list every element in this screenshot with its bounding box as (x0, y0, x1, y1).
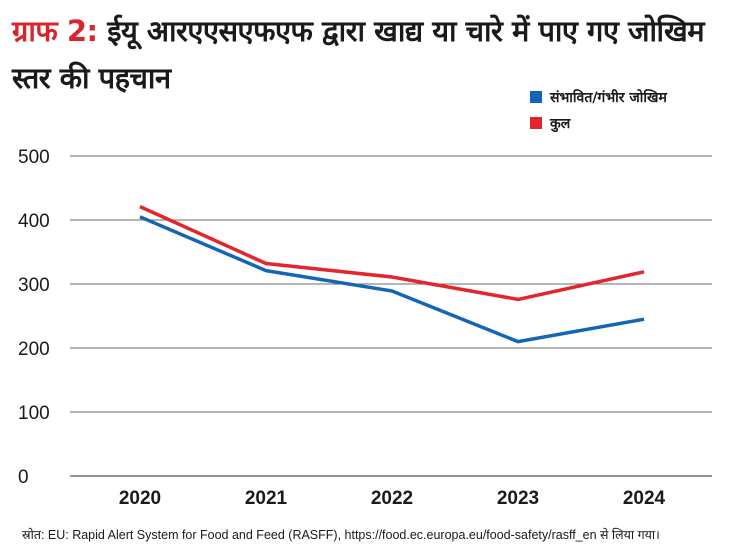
legend-item-total: कुल (530, 110, 667, 136)
legend-label-total: कुल (550, 115, 571, 132)
source-note: स्रोत: EU: Rapid Alert System for Food a… (22, 528, 660, 542)
legend-swatch-total (530, 117, 542, 129)
chart-title-prefix: ग्राफ 2: (12, 14, 98, 48)
y-tick-label-500: 500 (18, 147, 50, 168)
legend-swatch-severe (530, 91, 542, 103)
y-tick-label-300: 300 (18, 275, 50, 296)
x-tick-label-2022: 2022 (371, 488, 413, 509)
y-tick-label-100: 100 (18, 403, 50, 424)
y-tick-label-0: 0 (18, 467, 29, 488)
y-tick-label-400: 400 (18, 211, 50, 232)
x-tick-label-2024: 2024 (623, 488, 666, 509)
legend-label-severe: संभावित/गंभीर जोखिम (550, 89, 667, 106)
y-tick-label-200: 200 (18, 339, 50, 360)
x-tick-label-2020: 2020 (119, 488, 161, 509)
legend-item-severe: संभावित/गंभीर जोखिम (530, 84, 667, 110)
series-line-severe (139, 215, 645, 344)
chart-title-text: ईयू आरएएसएफएफ द्वारा खाद्य या चारे में प… (12, 14, 705, 95)
x-tick-label-2021: 2021 (245, 488, 288, 509)
chart-title: ग्राफ 2: ईयू आरएएसएफएफ द्वारा खाद्य या च… (12, 8, 712, 102)
series-line-total (139, 205, 645, 302)
legend: संभावित/गंभीर जोखिम कुल (530, 84, 667, 136)
x-tick-label-2023: 2023 (497, 488, 539, 509)
